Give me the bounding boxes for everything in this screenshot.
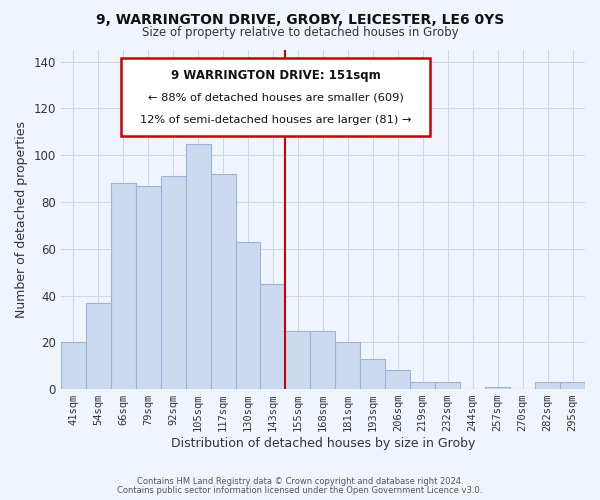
Text: 12% of semi-detached houses are larger (81) →: 12% of semi-detached houses are larger (… [140, 115, 412, 125]
Bar [361, 358, 385, 389]
Bar [211, 174, 236, 389]
Y-axis label: Number of detached properties: Number of detached properties [15, 121, 28, 318]
Bar [161, 176, 185, 389]
Text: Size of property relative to detached houses in Groby: Size of property relative to detached ho… [142, 26, 458, 39]
Bar [535, 382, 560, 389]
Bar [111, 184, 136, 389]
Bar [136, 186, 161, 389]
Text: Contains HM Land Registry data © Crown copyright and database right 2024.: Contains HM Land Registry data © Crown c… [137, 478, 463, 486]
Text: 9 WARRINGTON DRIVE: 151sqm: 9 WARRINGTON DRIVE: 151sqm [171, 68, 380, 82]
Text: ← 88% of detached houses are smaller (609): ← 88% of detached houses are smaller (60… [148, 92, 404, 102]
Bar [185, 144, 211, 389]
Text: Contains public sector information licensed under the Open Government Licence v3: Contains public sector information licen… [118, 486, 482, 495]
Bar [435, 382, 460, 389]
Bar [560, 382, 585, 389]
Bar [410, 382, 435, 389]
Bar [61, 342, 86, 389]
Bar [385, 370, 410, 389]
Text: 9, WARRINGTON DRIVE, GROBY, LEICESTER, LE6 0YS: 9, WARRINGTON DRIVE, GROBY, LEICESTER, L… [96, 12, 504, 26]
Bar [485, 386, 510, 389]
Bar [335, 342, 361, 389]
Bar [310, 330, 335, 389]
X-axis label: Distribution of detached houses by size in Groby: Distribution of detached houses by size … [171, 437, 475, 450]
FancyBboxPatch shape [121, 58, 430, 136]
Bar [286, 330, 310, 389]
Bar [236, 242, 260, 389]
Bar [260, 284, 286, 389]
Bar [86, 302, 111, 389]
